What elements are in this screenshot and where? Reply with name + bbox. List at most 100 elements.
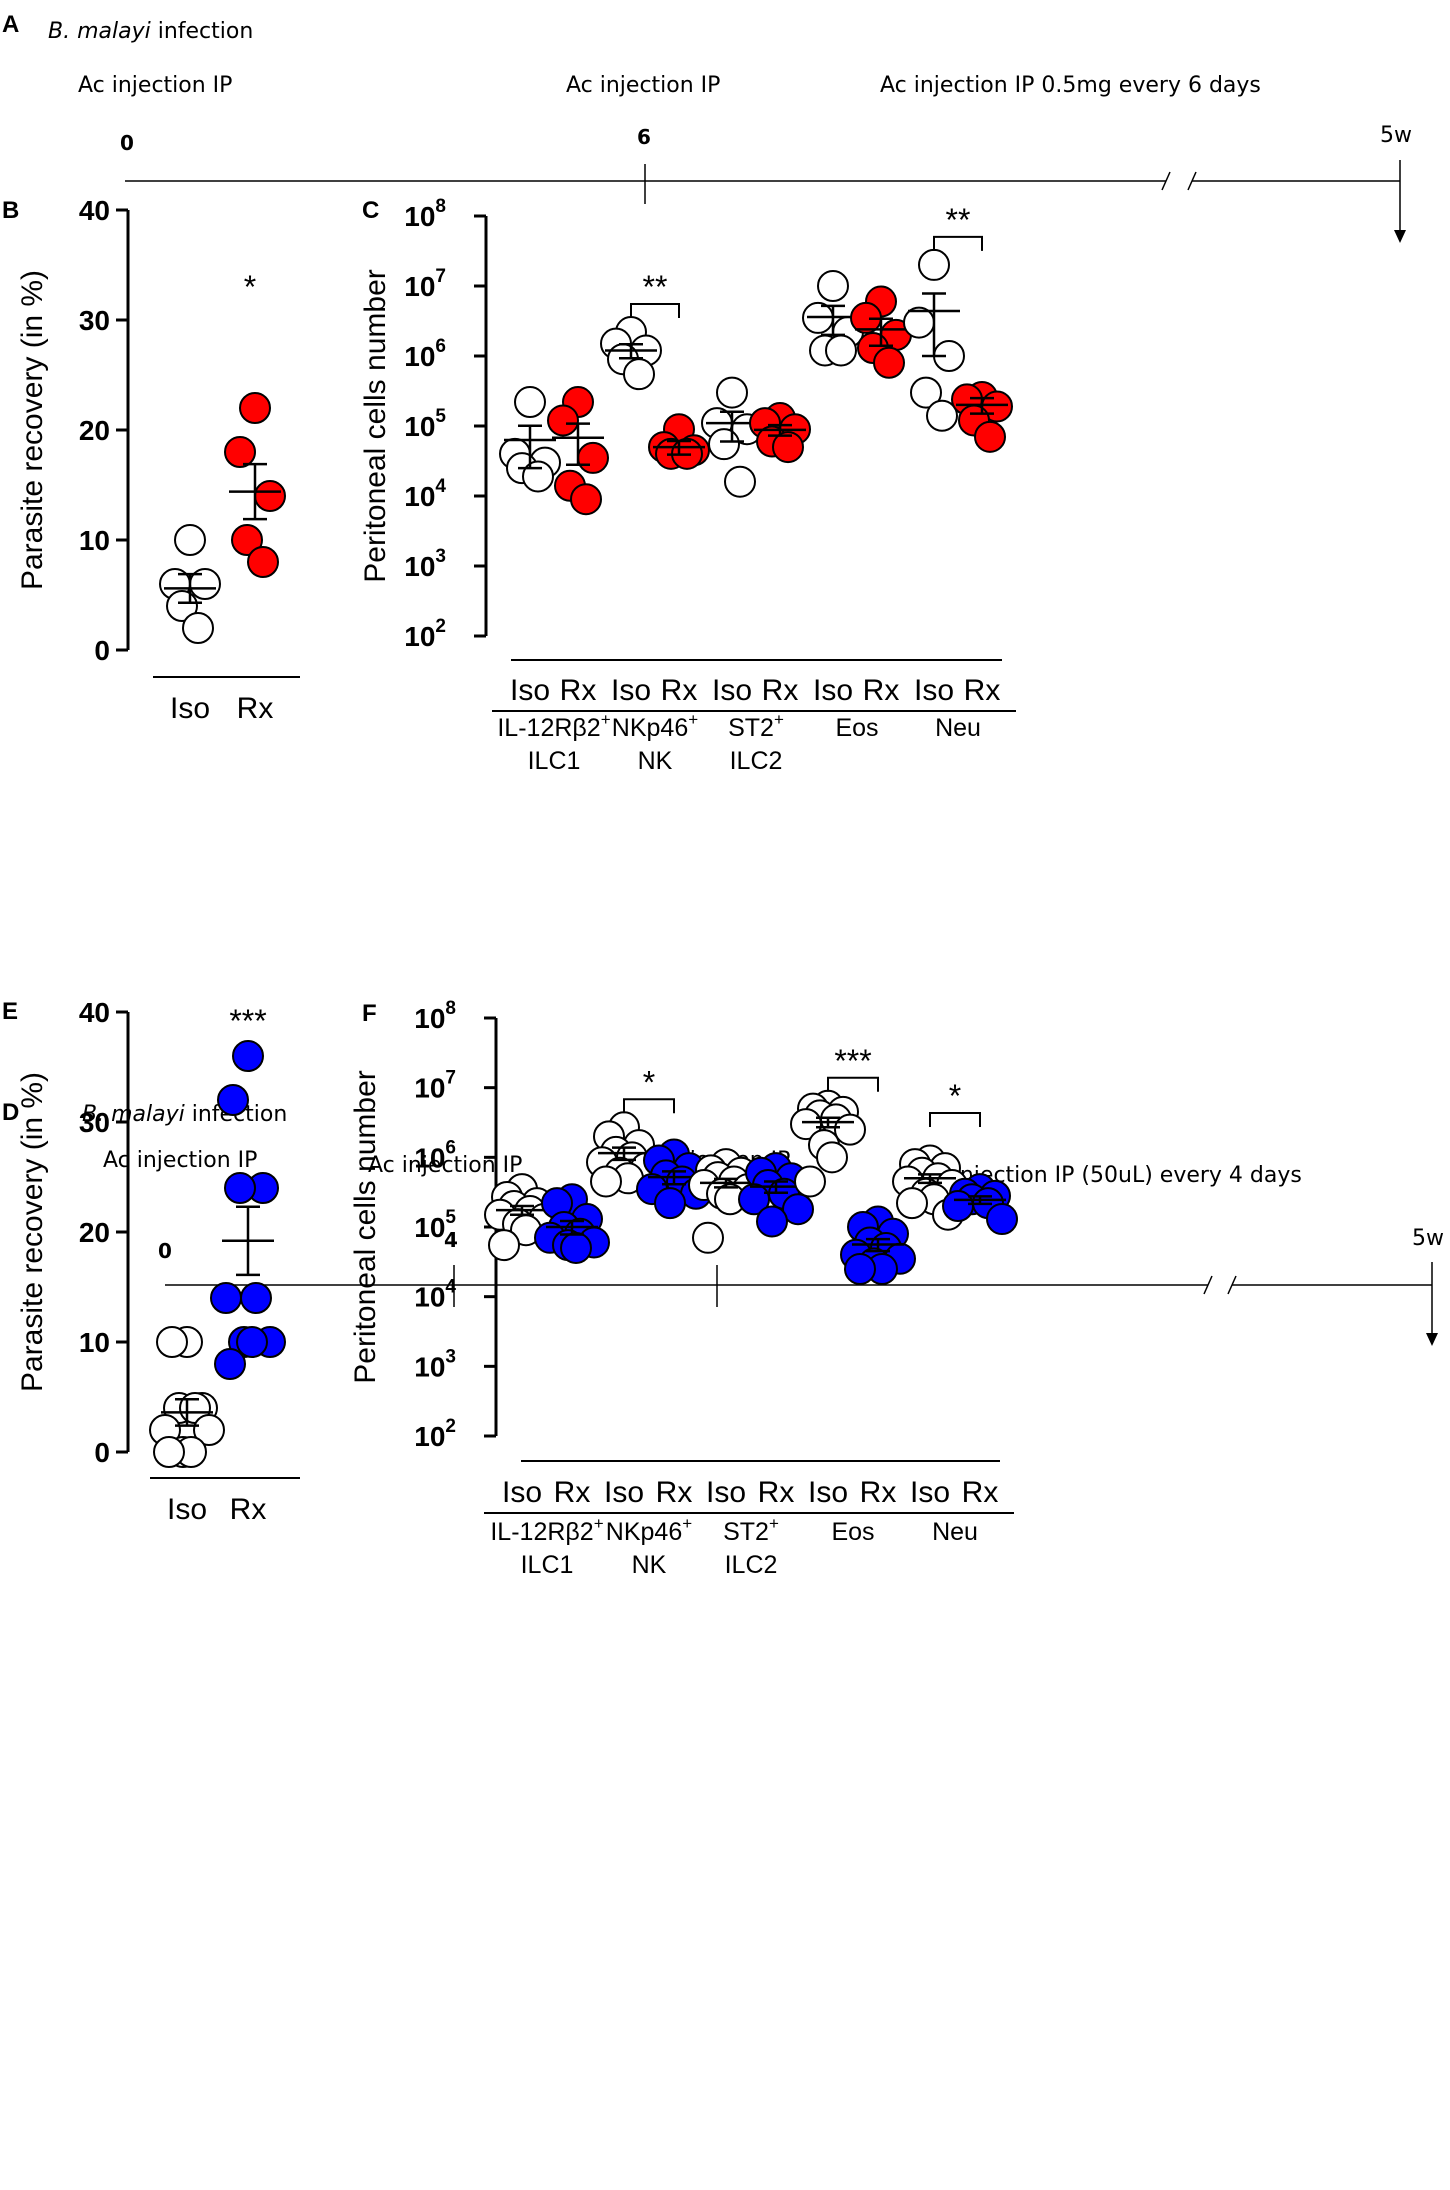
data-point-rx: [560, 1231, 592, 1264]
x-group-label: Iso: [910, 1476, 950, 1509]
significance-marker: ***: [834, 1043, 871, 1079]
x-group-label: Iso: [914, 674, 954, 707]
group-name: IL-12Rβ2+: [490, 1514, 603, 1546]
y-axis-label: Parasite recovery (in %): [16, 1072, 49, 1392]
y-tick-label: 105: [404, 406, 446, 442]
y-tick-base: 10: [414, 1282, 445, 1313]
y-tick-label: 106: [404, 336, 446, 372]
x-category-label: Rx: [237, 692, 274, 725]
group-subname: ILC2: [730, 747, 783, 775]
timeline-tick-label-a-5w: 5w: [1380, 123, 1412, 148]
x-category-label: Iso: [167, 1493, 207, 1526]
y-tick-label: 30: [79, 305, 110, 336]
group-name-sup: +: [688, 710, 698, 729]
significance-marker: *: [643, 1064, 655, 1100]
y-tick-base: 10: [404, 481, 435, 512]
group-name: ST2+: [728, 710, 784, 742]
group-name-main: Eos: [831, 1518, 874, 1546]
data-point-rx: [772, 431, 804, 464]
x-group-label: Rx: [554, 1476, 591, 1509]
y-tick-base: 10: [414, 1212, 445, 1243]
data-point-rx: [756, 1205, 788, 1238]
y-tick-base: 10: [404, 551, 435, 582]
panel-letter-d: D: [2, 1099, 19, 1126]
x-group-label: Rx: [560, 674, 597, 707]
group-name-sup: +: [774, 710, 784, 729]
x-group-label: Rx: [860, 1476, 897, 1509]
y-tick-base: 10: [414, 1351, 445, 1382]
data-point-rx: [231, 524, 263, 556]
group-name: Neu: [935, 714, 981, 742]
data-point-iso: [817, 270, 849, 302]
data-point-iso: [724, 465, 756, 498]
group-name: NKp46+: [612, 710, 698, 742]
y-tick-exponent: 4: [445, 1277, 456, 1298]
group-name-main: Neu: [935, 714, 981, 742]
group-name-main: Neu: [932, 1518, 978, 1546]
panel-letter: F: [362, 1000, 377, 1027]
y-tick-exponent: 2: [445, 1416, 456, 1437]
data-point-iso: [816, 1141, 848, 1174]
significance-bracket: [630, 303, 680, 319]
data-point-iso: [825, 334, 857, 367]
y-axis-label: Peritoneal cells number: [349, 1070, 382, 1384]
data-point-rx: [210, 1282, 242, 1314]
chart-panel-e: E 0 10 20 30 40 Parasite recovery (in %) Iso Rx *…: [2, 997, 300, 1526]
y-tick-base: 10: [404, 201, 435, 232]
data-point-rx: [217, 1084, 249, 1116]
x-group-label: Iso: [611, 674, 651, 707]
y-tick-label: 103: [404, 546, 446, 582]
significance-bracket: [933, 235, 983, 251]
data-point-rx: [247, 546, 279, 578]
infection-title-d: B. malayi infection: [82, 1102, 287, 1127]
data-point-iso: [174, 524, 206, 556]
down-arrow-icon: [1394, 230, 1406, 243]
group-name-main: NKp46: [612, 714, 688, 742]
y-tick-label: 0: [94, 1437, 110, 1468]
data-point-iso: [790, 1108, 822, 1141]
y-tick-label: 107: [414, 1068, 456, 1104]
x-category-label: Iso: [170, 692, 210, 725]
x-group-label: Iso: [706, 1476, 746, 1509]
y-tick-label: 102: [404, 616, 446, 652]
group-name-main: Eos: [835, 714, 878, 742]
panel-letter: B: [2, 197, 19, 224]
y-tick-exponent: 3: [445, 1346, 456, 1367]
y-tick-base: 10: [414, 1142, 445, 1173]
data-point-rx: [236, 1326, 268, 1358]
data-point-iso: [794, 1165, 826, 1198]
group-subname: ILC1: [521, 1551, 574, 1579]
y-tick-label: 104: [414, 1277, 456, 1313]
data-point-rx: [873, 346, 905, 379]
y-tick-base: 10: [414, 1073, 445, 1104]
y-tick-label: 103: [414, 1346, 456, 1382]
data-point-iso: [514, 386, 546, 419]
data-point-iso: [716, 376, 748, 409]
data-point-rx: [986, 1203, 1018, 1236]
x-group-label: Iso: [604, 1476, 644, 1509]
infection-title-a: B. malayi infection: [48, 19, 253, 44]
group-name-main: ST2: [728, 714, 774, 742]
significance-bracket: [929, 1112, 981, 1127]
injection-label-d1: Ac injection IP: [103, 1148, 257, 1173]
timeline-tick-label-d-0: 0: [158, 1239, 172, 1263]
y-axis-label: Peritoneal cells number: [359, 269, 392, 583]
data-point-iso: [590, 1165, 622, 1198]
timeline-tick-label-d-4: 4: [444, 1228, 458, 1252]
y-tick-base: 10: [404, 621, 435, 652]
significance-marker: **: [946, 202, 971, 238]
y-tick-label: 106: [414, 1137, 456, 1173]
data-point-iso: [910, 376, 942, 409]
significance-marker: *: [244, 269, 256, 305]
group-name: ST2+: [723, 1514, 779, 1546]
data-point-rx: [738, 1183, 770, 1216]
data-point-rx: [942, 1190, 974, 1223]
timeline-tick-label-a-0: 0: [120, 131, 134, 155]
group-subname: NK: [638, 747, 673, 775]
y-tick-exponent: 2: [435, 616, 446, 637]
group-name-sup: +: [769, 1514, 779, 1533]
data-point-rx: [782, 1193, 814, 1226]
significance-marker: **: [643, 269, 668, 305]
